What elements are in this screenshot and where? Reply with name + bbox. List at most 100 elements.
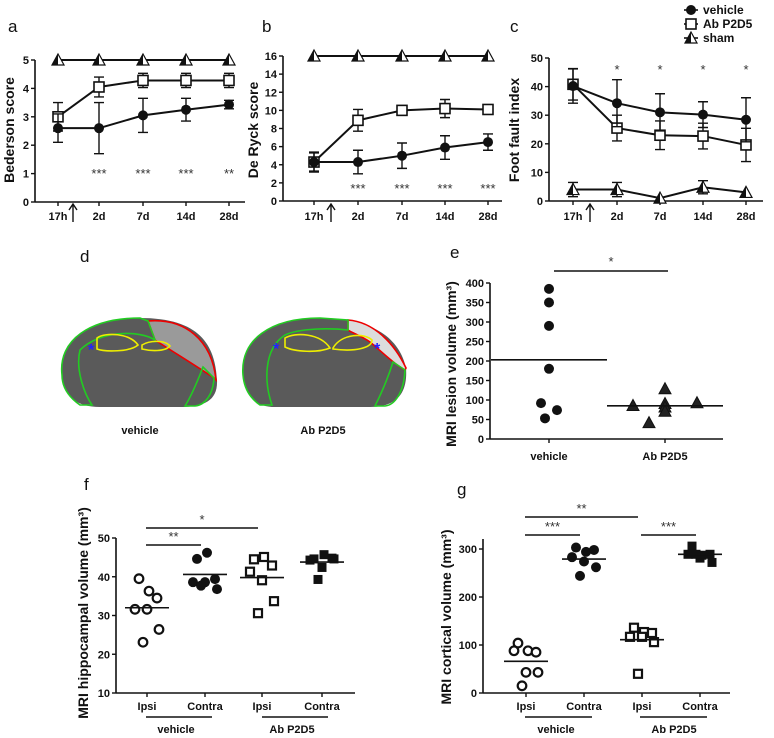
y-axis-label: Bederson score — [1, 77, 17, 183]
x-tick-label: 17h — [49, 211, 68, 223]
triangle-fill — [697, 181, 703, 193]
x-tick-label: 17h — [564, 211, 583, 223]
cortex-outline-right — [373, 360, 406, 407]
treatment-arrow-icon — [326, 202, 336, 222]
panel-letter: c — [510, 17, 519, 36]
y-tick-label: 50 — [98, 533, 110, 545]
x-tick-label: 2d — [93, 211, 106, 223]
group-label: Ab P2D5 — [651, 724, 696, 736]
group-vehicle — [491, 283, 607, 424]
y-axis-label: De Ryck score — [245, 82, 261, 179]
data-point — [741, 114, 751, 125]
data-point — [532, 666, 544, 678]
series-vehicle — [568, 68, 751, 143]
data-point — [687, 541, 697, 551]
significance-label: ** — [168, 529, 178, 544]
data-point — [137, 74, 149, 87]
data-point — [256, 575, 268, 586]
y-tick-label: 10 — [265, 105, 277, 117]
brain-caption: vehicle — [121, 425, 158, 437]
y-axis-label: MRI hippocampal volume (mm³) — [75, 507, 91, 719]
data-point — [480, 48, 496, 62]
data-point — [306, 48, 322, 62]
panel-letter-d: d — [80, 247, 89, 266]
y-tick-label: 30 — [531, 110, 543, 122]
group-label: vehicle — [157, 724, 194, 736]
data-point — [129, 603, 141, 615]
y-tick-label: 40 — [531, 82, 543, 94]
y-tick-label: 50 — [472, 415, 484, 427]
group-contra — [183, 547, 227, 595]
panel-letter: b — [262, 17, 271, 36]
data-point — [196, 580, 206, 591]
panel-letter: f — [84, 475, 89, 494]
data-point — [313, 574, 323, 584]
data-point — [192, 553, 202, 564]
y-tick-label: 10 — [531, 167, 543, 179]
data-point — [266, 560, 278, 571]
significance-label: *** — [661, 519, 676, 534]
y-tick-label: 400 — [466, 278, 484, 290]
group-ipsi — [504, 637, 548, 692]
y-tick-label: 2 — [271, 178, 277, 190]
series-sham — [306, 48, 496, 62]
group-contra — [300, 550, 344, 584]
data-point — [94, 123, 104, 134]
data-point — [520, 666, 532, 678]
triangle-fill — [93, 54, 99, 65]
triangle-fill — [352, 50, 358, 61]
y-tick-label: 0 — [537, 196, 543, 208]
data-point — [624, 631, 636, 642]
data-point — [544, 363, 554, 374]
hippocampus-outline — [284, 333, 373, 353]
data-point — [143, 585, 155, 597]
cortex-outline-right — [183, 365, 215, 407]
triangle-fill — [396, 50, 402, 61]
significance-label: * — [608, 254, 613, 269]
group-label: vehicle — [537, 724, 574, 736]
y-tick-label: 16 — [265, 51, 277, 63]
data-point — [690, 395, 704, 409]
triangle-fill — [740, 186, 746, 198]
lesion-region — [347, 319, 407, 372]
y-tick-label: 40 — [98, 572, 110, 584]
data-point — [609, 182, 625, 196]
y-tick-label: 0 — [471, 688, 477, 700]
y-tick-label: 0 — [23, 197, 29, 209]
data-point — [178, 52, 194, 66]
data-point — [544, 320, 554, 331]
data-point — [575, 570, 585, 581]
data-point — [632, 668, 644, 679]
data-point — [352, 114, 364, 127]
panel-d: d * vehicle * * Ab P2D5 — [60, 247, 407, 437]
significance-label: * — [199, 512, 204, 527]
y-axis-label: MRI cortical volume (mm³) — [438, 529, 454, 704]
y-tick-label: 250 — [466, 337, 484, 349]
x-tick-label: 7d — [396, 211, 409, 223]
treatment-arrow-icon — [68, 202, 78, 222]
data-point — [695, 180, 711, 193]
y-tick-label: 200 — [466, 356, 484, 368]
data-point — [93, 81, 105, 93]
significance-label: *** — [437, 181, 452, 196]
data-point — [642, 415, 656, 429]
data-point — [568, 81, 578, 92]
data-point — [319, 550, 329, 560]
legend-marker — [683, 30, 699, 44]
data-point — [317, 562, 327, 572]
x-tick-label: 2d — [611, 211, 624, 223]
x-tick-label: Ipsi — [633, 701, 652, 713]
data-point — [581, 546, 591, 557]
legend-label: Ab P2D5 — [703, 17, 753, 31]
data-point — [544, 283, 554, 294]
x-tick-label: 14d — [694, 211, 713, 223]
brain-image-ab-p2d5: * * Ab P2D5 — [242, 317, 407, 437]
asterisk-marker: * — [374, 341, 381, 358]
hippocampus-outline — [96, 333, 172, 352]
y-tick-label: 6 — [271, 142, 277, 154]
legend-label: sham — [703, 31, 734, 45]
panel-letter: a — [8, 17, 18, 36]
data-point — [91, 52, 107, 66]
